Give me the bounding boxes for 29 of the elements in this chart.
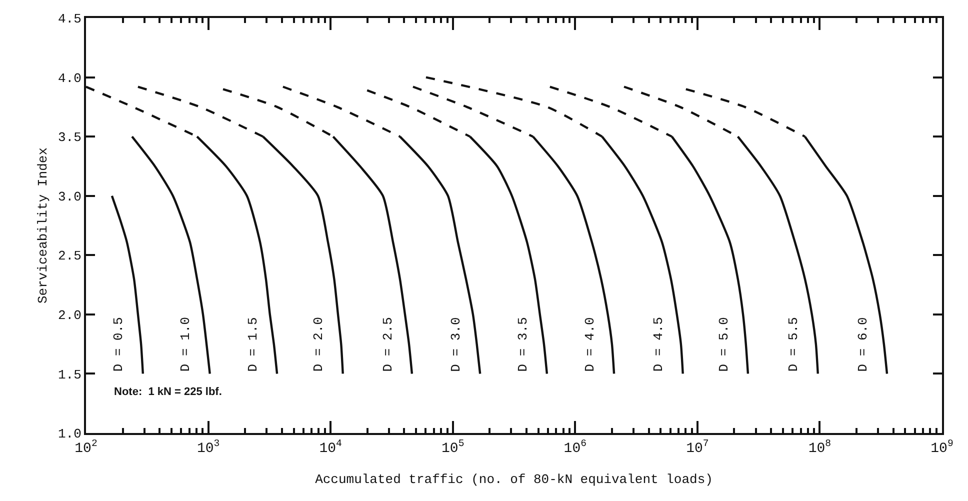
y-tick-label: 3.5 bbox=[58, 130, 82, 146]
text: D = 5.5 bbox=[786, 317, 802, 372]
y-tick-label: 4.0 bbox=[58, 70, 82, 86]
x-tick-label: 10$^{8}$ bbox=[808, 438, 832, 457]
y-tick-label: 1.5 bbox=[58, 367, 82, 382]
x-axis-title: Accumulated traffic (no. of 80-kN equivalent loads) bbox=[315, 472, 713, 487]
text: D = 4.0 bbox=[582, 317, 598, 372]
y-axis-title: Serviceability Index bbox=[35, 147, 50, 304]
x-tick-label: 10$^{7}$ bbox=[686, 438, 709, 457]
x-tick-label: 10$^{6}$ bbox=[564, 438, 587, 457]
y-tick-label: 2.5 bbox=[58, 248, 82, 264]
text: D = 1.0 bbox=[178, 317, 194, 372]
text: D = 2.5 bbox=[380, 317, 396, 372]
text: D = 5.0 bbox=[716, 317, 732, 372]
y-tick-label: 3.0 bbox=[58, 189, 82, 204]
x-tick-label: 10$^{5}$ bbox=[442, 438, 464, 457]
text: D = 0.5 bbox=[111, 317, 126, 372]
x-tick-label: 10$^{4}$ bbox=[319, 438, 342, 457]
y-tick-label: 4.5 bbox=[58, 12, 82, 27]
text: D = 2.0 bbox=[311, 316, 326, 372]
text: D = 3.5 bbox=[515, 317, 530, 372]
annotation: Note: 1 kN = 225 lbf. bbox=[114, 386, 222, 398]
x-tick-label: 10$^{9}$ bbox=[930, 438, 954, 457]
x-tick-label: 10$^{3}$ bbox=[196, 438, 220, 457]
text: D = 3.0 bbox=[448, 317, 464, 372]
text: D = 6.0 bbox=[855, 317, 870, 372]
text: D = 4.5 bbox=[651, 317, 666, 372]
y-tick-label: 2.0 bbox=[58, 308, 82, 323]
text: D = 1.5 bbox=[245, 317, 260, 372]
